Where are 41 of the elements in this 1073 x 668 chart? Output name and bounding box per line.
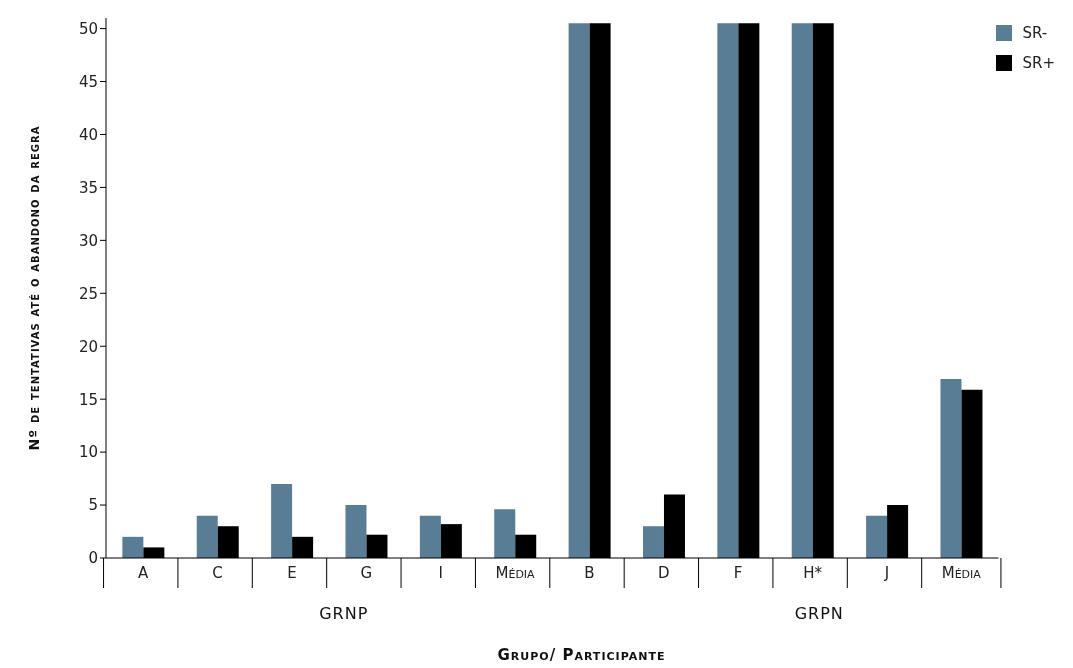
bar: [940, 379, 962, 558]
y-axis-title: Nº de tentativas até o abandono da regra: [25, 125, 42, 451]
y-tick-label: 15: [78, 390, 98, 409]
x-tick-label: Média: [941, 564, 982, 582]
bar: [791, 23, 813, 558]
legend-label: SR+: [1022, 53, 1055, 74]
x-tick-label: J: [883, 564, 890, 582]
x-tick-label: D: [658, 564, 670, 582]
bar: [345, 505, 367, 558]
bar: [568, 23, 590, 558]
bar: [122, 536, 144, 558]
bar: [271, 483, 293, 558]
x-tick-label: A: [138, 564, 150, 582]
text: GRPN: [793, 604, 845, 623]
y-tick-label: 0: [88, 549, 98, 568]
x-axis-title: Grupo/ Participante: [496, 646, 667, 664]
y-tick-label: 45: [78, 72, 98, 91]
y-tick-label: 5: [88, 496, 98, 515]
bar: [494, 509, 516, 558]
x-tick-label: G: [360, 564, 373, 582]
bar: [866, 515, 888, 558]
y-tick-label: 10: [78, 443, 98, 462]
y-tick-label: 35: [78, 178, 98, 197]
x-tick-label: F: [733, 564, 743, 582]
bar: [196, 515, 218, 558]
bar: [717, 23, 739, 558]
bar: [642, 526, 664, 558]
text: GRNP: [318, 604, 370, 623]
x-tick-label: B: [584, 564, 595, 582]
x-tick-label: E: [287, 564, 297, 582]
x-tick-label: Média: [495, 564, 536, 582]
bar: [419, 515, 441, 558]
legend-label: SR-: [1022, 23, 1048, 44]
y-tick-label: 25: [78, 284, 98, 303]
x-tick-label: C: [212, 564, 223, 582]
x-tick-label: I: [438, 564, 443, 582]
y-tick-label: 50: [78, 19, 98, 38]
x-tick-label: H*: [803, 564, 823, 582]
y-tick-label: 40: [78, 125, 98, 144]
y-tick-label: 30: [78, 231, 98, 250]
y-tick-label: 20: [78, 337, 98, 356]
